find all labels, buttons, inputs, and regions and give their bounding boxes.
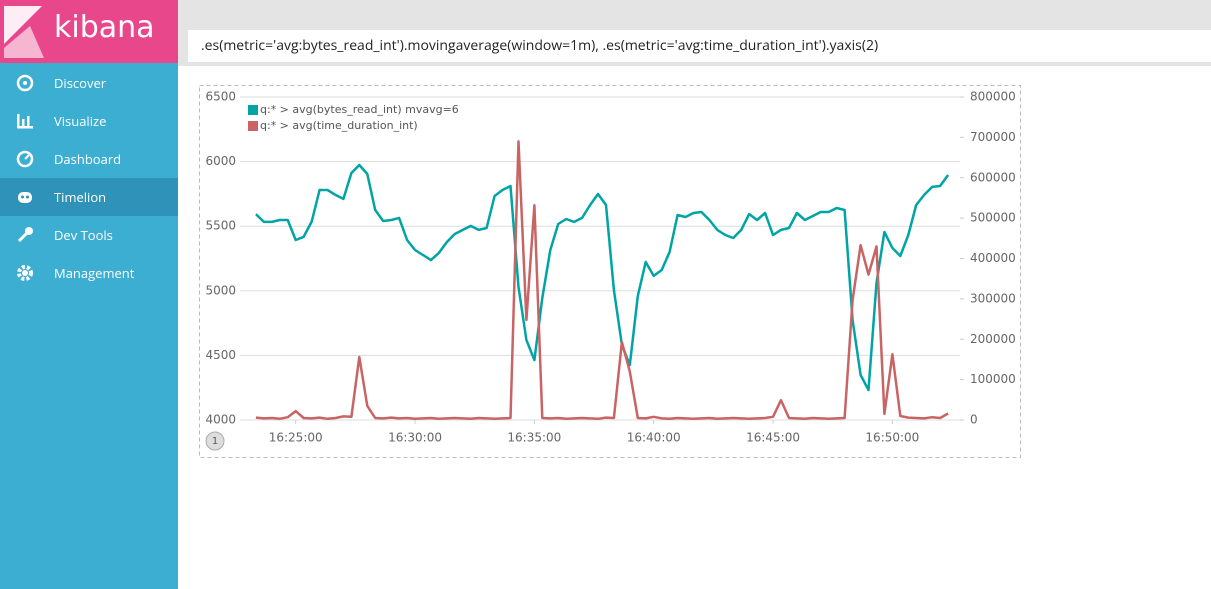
logo[interactable]: kibana: [0, 0, 178, 63]
nav-icon: [17, 114, 33, 129]
legend-swatch: [248, 105, 258, 115]
nav-icon: [18, 192, 32, 203]
nav-item[interactable]: Visualize: [0, 102, 178, 140]
sheet-index: 1: [212, 436, 218, 447]
series-line: [255, 163, 950, 392]
sheet-badge[interactable]: [205, 431, 225, 451]
nav-item[interactable]: Dashboard: [0, 140, 178, 178]
y2-tick-label: 400000: [970, 251, 1016, 265]
y-tick-label: 4000: [205, 413, 236, 427]
legend-label: q:* > avg(bytes_read_int) mvavg=6: [260, 103, 459, 116]
nav-icon: [16, 150, 34, 168]
x-tick-label: 16:35:00: [507, 431, 561, 445]
x-tick-label: 16:45:00: [746, 431, 800, 445]
y-tick-label: 6000: [205, 154, 236, 168]
logo-icon: [4, 6, 44, 58]
y2-tick-label: 500000: [970, 211, 1016, 225]
nav-label: Discover: [54, 74, 107, 92]
nav-icon: [17, 227, 33, 243]
nav-item[interactable]: Dev Tools: [0, 216, 178, 254]
legend-label: q:* > avg(time_duration_int): [260, 119, 418, 132]
y2-tick-label: 700000: [970, 130, 1016, 144]
query-input[interactable]: .es(metric='avg:bytes_read_int').movinga…: [188, 30, 1211, 62]
nav-label: Dashboard: [54, 150, 122, 168]
y-tick-label: 4500: [205, 348, 236, 362]
chart-frame: [199, 85, 1021, 458]
y-tick-label: 5500: [205, 219, 236, 233]
nav-icon: [17, 265, 33, 281]
nav-label: Management: [54, 264, 135, 282]
nav-item[interactable]: Discover: [0, 64, 178, 102]
legend-swatch: [248, 121, 258, 131]
y2-tick-label: 200000: [970, 332, 1016, 346]
nav-item[interactable]: Timelion: [0, 178, 178, 216]
y2-tick-label: 0: [970, 413, 978, 427]
nav-icon: [16, 74, 34, 92]
nav-label: Visualize: [54, 112, 107, 130]
x-tick-label: 16:50:00: [865, 431, 919, 445]
x-tick-label: 16:25:00: [269, 431, 323, 445]
y-tick-label: 5000: [205, 283, 236, 297]
y-tick-label: 6500: [205, 90, 236, 104]
nav-label: Dev Tools: [54, 226, 113, 244]
sidebar: kibana Discover Visualize Dashboard Timelio…: [0, 0, 178, 589]
y2-tick-label: 800000: [970, 90, 1016, 104]
series-line: [255, 140, 949, 421]
y2-tick-label: 600000: [970, 170, 1016, 184]
y2-tick-label: 300000: [970, 291, 1016, 305]
nav-item[interactable]: Management: [0, 254, 178, 292]
logo-text: kibana: [54, 10, 155, 45]
nav-label: Timelion: [54, 188, 107, 206]
x-tick-label: 16:30:00: [388, 431, 442, 445]
y2-tick-label: 100000: [970, 372, 1016, 386]
x-tick-label: 16:40:00: [627, 431, 681, 445]
